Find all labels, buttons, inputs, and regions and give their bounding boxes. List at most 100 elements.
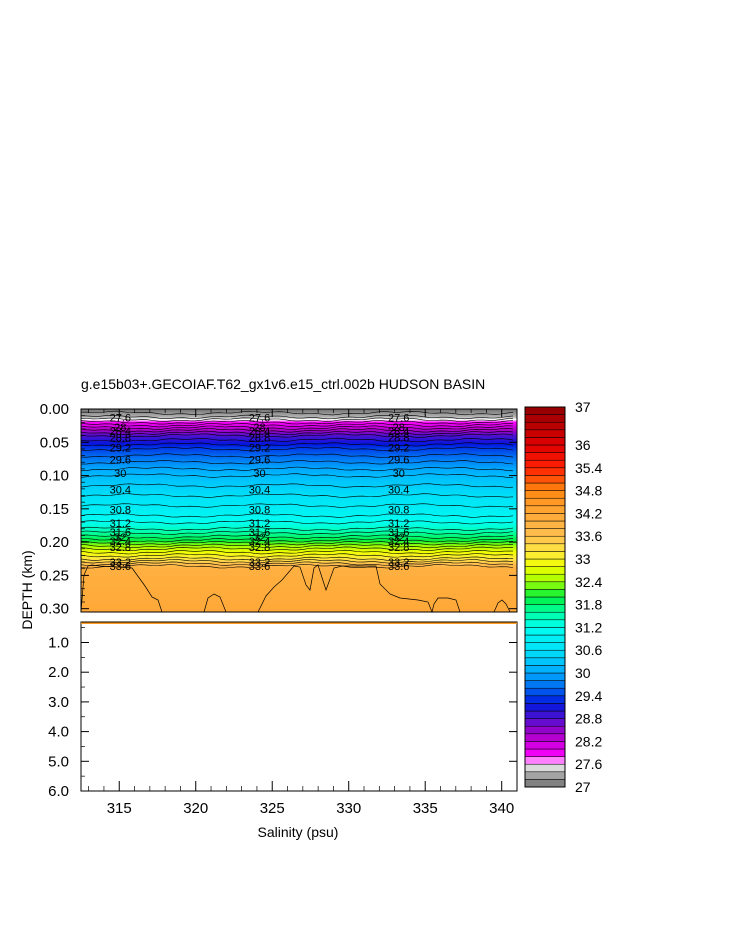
depth-band — [81, 573, 517, 575]
colorbar-swatch — [524, 406, 566, 415]
colorbar-swatch — [524, 619, 566, 628]
colorbar-swatch — [524, 573, 566, 583]
depth-band — [81, 583, 517, 585]
depth-band — [81, 533, 517, 535]
contour-label: 30.4 — [249, 485, 270, 497]
depth-band — [81, 458, 517, 460]
colorbar-swatch — [524, 779, 566, 788]
depth-band — [81, 459, 517, 461]
colorbar-swatch — [524, 718, 566, 727]
depth-band — [81, 471, 517, 473]
depth-band — [81, 572, 517, 574]
depth-band — [81, 511, 517, 513]
depth-band — [81, 536, 517, 538]
depth-band — [81, 563, 517, 565]
depth-band — [81, 506, 517, 508]
x-axis: 315 320 325 330 335 340 — [88, 409, 518, 817]
colorbar-swatch — [524, 687, 566, 697]
contour-label: 27.6 — [110, 413, 131, 425]
colorbar-swatch — [524, 452, 566, 461]
colorbar-label: 33.6 — [575, 528, 602, 544]
colorbar-label: 27 — [575, 779, 591, 795]
depth-band — [81, 586, 517, 588]
y-tick-label: 0.05 — [40, 434, 69, 451]
contour-label: 30.8 — [110, 505, 131, 517]
depth-band — [81, 577, 517, 579]
depth-band — [81, 596, 517, 598]
contour-label: 31.2 — [110, 518, 131, 530]
contour-label: 31.6 — [249, 527, 270, 539]
depth-band — [81, 434, 517, 436]
depth-band — [81, 449, 517, 451]
depth-band — [81, 517, 517, 519]
depth-band — [81, 590, 517, 592]
depth-band — [81, 422, 517, 424]
depth-band — [81, 444, 517, 446]
depth-band — [81, 602, 517, 604]
contour-label: 29.6 — [388, 455, 409, 467]
colorbar-swatch — [524, 566, 566, 575]
depth-band — [81, 526, 517, 528]
colorbar-swatch — [524, 558, 566, 567]
depth-band — [81, 482, 517, 484]
colorbar-swatch — [524, 680, 566, 689]
depth-band — [81, 550, 517, 552]
colorbar-swatch — [524, 611, 566, 621]
depth-band — [81, 495, 517, 497]
depth-band — [81, 534, 517, 536]
contour-label: 28.4 — [249, 426, 270, 438]
depth-band — [81, 480, 517, 482]
colorbar-swatch — [524, 459, 566, 469]
depth-band — [81, 608, 517, 610]
contour-label: 33.2 — [388, 557, 409, 569]
contour-line — [80, 442, 514, 447]
depth-band — [81, 418, 517, 420]
depth-band — [81, 510, 517, 512]
contour-label: 30 — [253, 468, 265, 480]
colorbar-swatch — [524, 710, 566, 719]
depth-band — [81, 528, 517, 530]
contour-label: 28.8 — [249, 433, 270, 445]
depth-band — [81, 484, 517, 486]
depth-band — [81, 607, 517, 609]
colorbar-label: 31.2 — [575, 619, 602, 635]
colorbar-swatch — [524, 437, 566, 446]
contour-label: 29.2 — [249, 443, 270, 455]
depth-band — [81, 532, 517, 534]
depth-band — [81, 465, 517, 467]
contour-label: 30.4 — [388, 485, 409, 497]
contour-line — [80, 425, 514, 430]
y-tick-label: 1.0 — [48, 634, 69, 651]
depth-band — [81, 571, 517, 573]
y-axis-label: DEPTH (km) — [19, 550, 35, 629]
contour-label: 30.8 — [388, 505, 409, 517]
contour-label: 29.6 — [249, 455, 270, 467]
depth-band — [81, 420, 517, 422]
depth-band — [81, 600, 517, 602]
depth-band — [81, 478, 517, 480]
depth-band — [81, 606, 517, 608]
contour-label: 28.8 — [388, 433, 409, 445]
depth-band — [81, 477, 517, 479]
contour-line — [80, 553, 514, 558]
depth-band — [81, 464, 517, 466]
depth-band — [81, 410, 517, 412]
colorbar-label: 32.4 — [575, 574, 602, 590]
contour-line — [80, 513, 514, 518]
contour-line — [80, 410, 514, 416]
depth-band — [81, 414, 517, 416]
contour-label: 33.6 — [249, 561, 270, 573]
colorbar-swatch — [524, 771, 566, 780]
contour-label: 33.2 — [110, 557, 131, 569]
lower-panel: 1.0 2.0 3.0 4.0 5.0 6.0 — [48, 621, 518, 800]
depth-band — [81, 551, 517, 553]
depth-band — [81, 469, 517, 471]
depth-band — [81, 472, 517, 474]
depth-band — [81, 474, 517, 476]
depth-band — [81, 557, 517, 559]
colorbar-swatch — [524, 589, 566, 598]
depth-band — [81, 496, 517, 498]
colorbar-swatch — [524, 520, 566, 529]
contour-label: 32 — [393, 532, 405, 544]
colorbar-swatch — [524, 672, 566, 681]
